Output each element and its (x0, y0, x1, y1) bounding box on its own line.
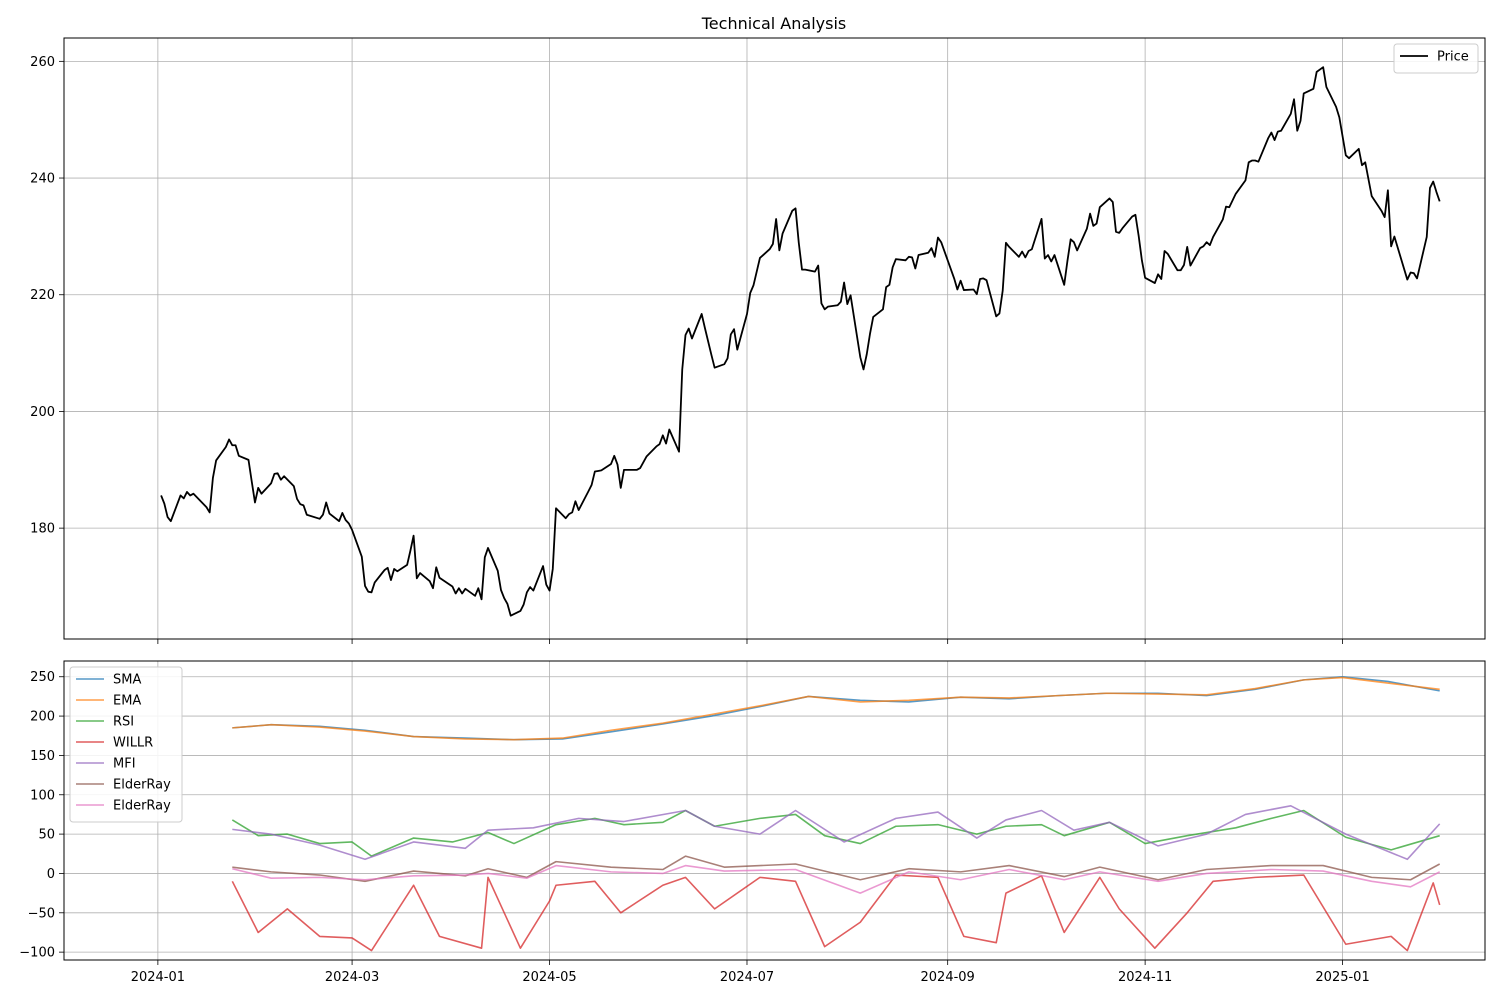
indicator-y-tick-label: 150 (30, 749, 55, 764)
indicator-y-tick-label: −50 (28, 906, 55, 921)
price-legend-box (1393, 43, 1479, 74)
indicator-panel: 2024-01 2024-03 2024-05 2024-07 2024-09 2024-… (19, 660, 1486, 985)
series-line-elderray (232, 855, 1441, 883)
x-tick-label: 2024-09 (921, 970, 975, 985)
price-panel: 180 200 220 240 260 Price (30, 37, 1486, 644)
x-tick-label: 2024-03 (325, 970, 379, 985)
indicator-y-tick-label: 200 (30, 710, 55, 725)
legend-entry-label: SMA (113, 673, 141, 688)
series-line-mfi (232, 804, 1441, 861)
legend-entry-label: ElderRay (113, 778, 171, 793)
series-line-price (160, 66, 1441, 617)
indicator-axes-frame (63, 660, 1486, 961)
legend-entry-label: MFI (113, 757, 136, 772)
price-y-tick-label: 220 (30, 288, 55, 303)
price-axes-frame (63, 37, 1486, 640)
legend-entry-label: ElderRay (113, 799, 171, 814)
series-line-elderray-2 (232, 864, 1441, 894)
series-line-rsi (231, 809, 1440, 857)
x-tick-label: 2024-05 (522, 970, 576, 985)
legend-entry-label: Price (1437, 50, 1469, 65)
price-y-tick-label: 260 (30, 55, 55, 70)
indicator-y-tick-label: −100 (19, 946, 55, 961)
legend-entry-label: RSI (113, 715, 134, 730)
chart-title: Technical Analysis (701, 14, 846, 33)
price-y-tick-label: 240 (30, 172, 55, 187)
x-tick-label: 2024-07 (720, 970, 774, 985)
price-y-tick-label: 200 (30, 405, 55, 420)
indicator-y-tick-label: 100 (30, 788, 55, 803)
x-tick-label: 2024-01 (131, 970, 185, 985)
indicator-y-tick-label: 50 (38, 828, 55, 843)
x-tick-label: 2025-01 (1315, 970, 1369, 985)
price-y-tick-label: 180 (30, 522, 55, 537)
series-line-willr (231, 874, 1441, 952)
indicator-y-tick-label: 250 (30, 670, 55, 685)
legend-entry-label: WILLR (113, 736, 153, 751)
x-tick-label: 2024-11 (1118, 970, 1172, 985)
series-line-ema (232, 676, 1440, 741)
legend-entry-label: EMA (113, 694, 141, 709)
indicator-y-tick-label: 0 (47, 867, 55, 882)
